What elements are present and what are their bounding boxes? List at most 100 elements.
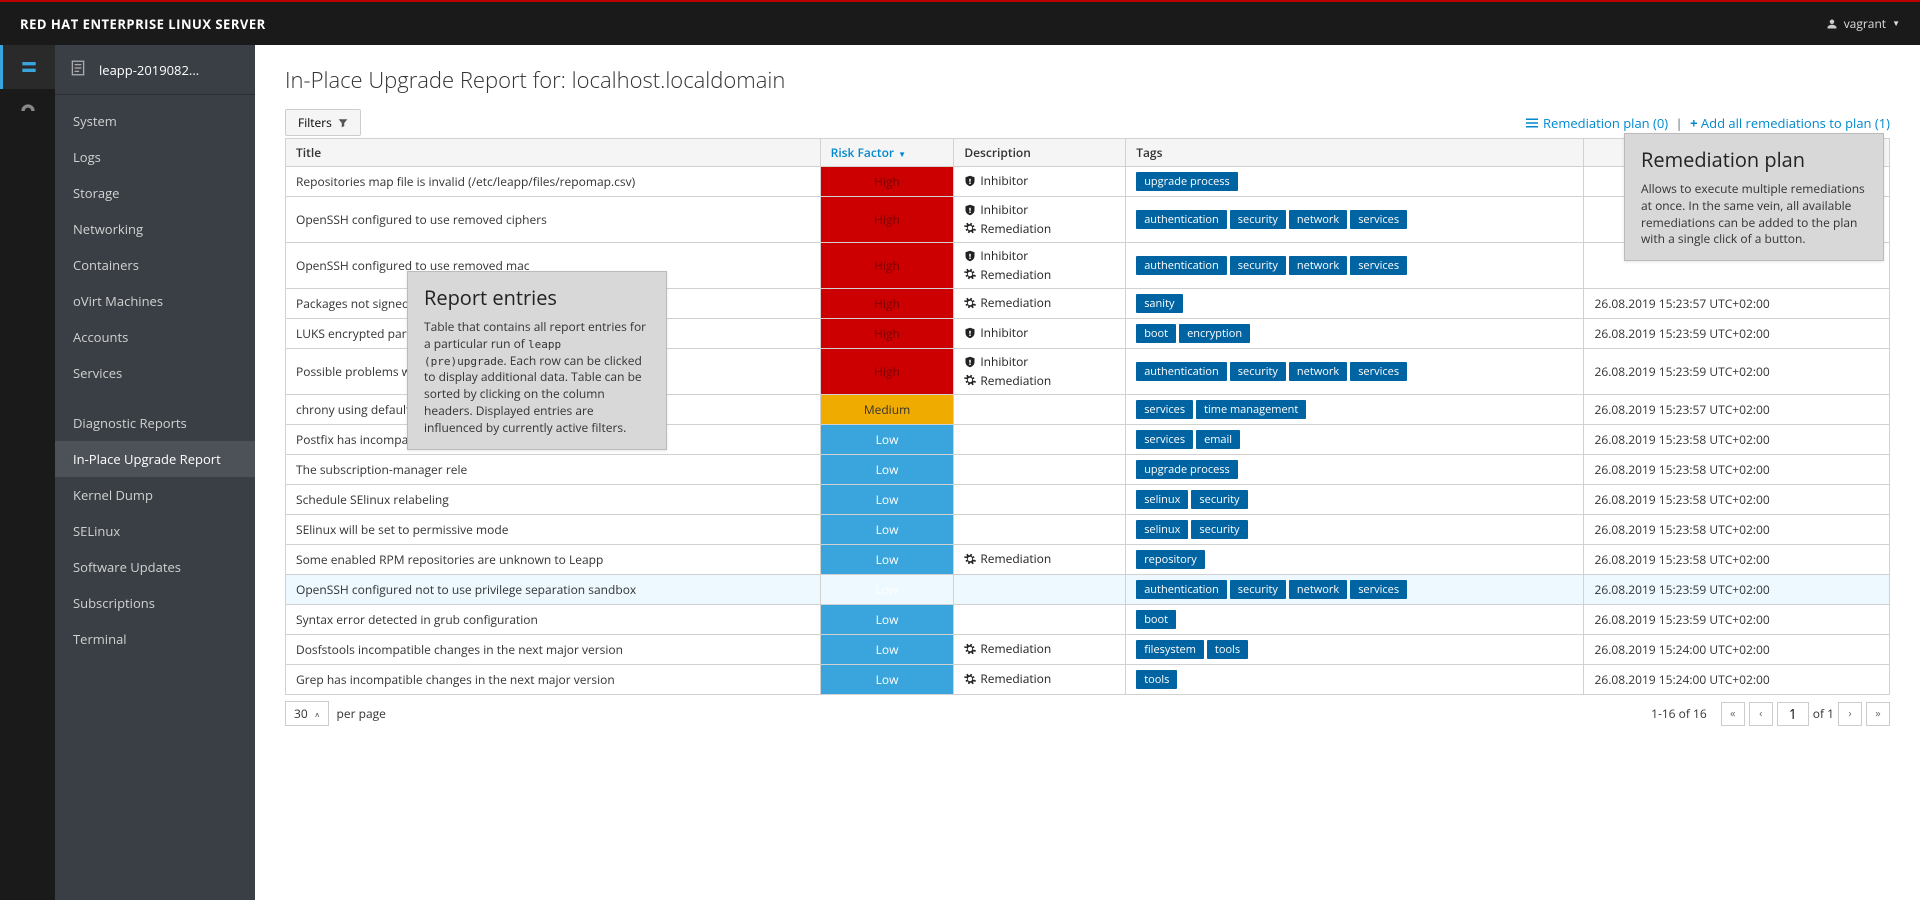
table-row[interactable]: Grep has incompatible changes in the nex… xyxy=(286,665,1890,695)
remediation-badge: Remediation xyxy=(964,266,1051,283)
sidebar-item-services[interactable]: Services xyxy=(55,355,255,391)
row-timestamp: 26.08.2019 15:23:59 UTC+02:00 xyxy=(1584,605,1890,635)
list-icon xyxy=(1526,118,1538,128)
row-risk: High xyxy=(820,167,954,197)
row-title: Repositories map file is invalid (/etc/l… xyxy=(286,167,821,197)
sidebar-item-containers[interactable]: Containers xyxy=(55,247,255,283)
add-all-remediations-link[interactable]: + Add all remediations to plan (1) xyxy=(1690,114,1890,132)
tag: security xyxy=(1230,256,1286,275)
remediation-badge: Remediation xyxy=(964,220,1051,237)
sidebar-item-subscriptions[interactable]: Subscriptions xyxy=(55,585,255,621)
tag: repository xyxy=(1136,550,1205,569)
row-timestamp: 26.08.2019 15:23:58 UTC+02:00 xyxy=(1584,515,1890,545)
sidebar-item-diagnostic-reports[interactable]: Diagnostic Reports xyxy=(55,405,255,441)
sidebar-item-in-place-upgrade-report[interactable]: In-Place Upgrade Report xyxy=(55,441,255,477)
tag: security xyxy=(1230,210,1286,229)
icon-rail xyxy=(0,45,55,900)
sidebar-item-system[interactable]: System xyxy=(55,103,255,139)
row-desc: Inhibitor xyxy=(954,319,1126,349)
chevron-down-icon: ▼ xyxy=(1892,18,1900,29)
tag: security xyxy=(1191,490,1247,509)
callout-title: Report entries xyxy=(424,284,650,311)
tag: authentication xyxy=(1136,210,1227,229)
sidebar-item-storage[interactable]: Storage xyxy=(55,175,255,211)
callout-remediation-plan: Remediation plan Allows to execute multi… xyxy=(1624,133,1884,261)
filters-button[interactable]: Filters xyxy=(285,109,361,136)
col-header-title[interactable]: Title xyxy=(286,139,821,167)
row-tags: authenticationsecuritynetworkservices xyxy=(1126,243,1584,289)
tag: upgrade process xyxy=(1136,460,1238,479)
row-title: SElinux will be set to permissive mode xyxy=(286,515,821,545)
row-tags: authenticationsecuritynetworkservices xyxy=(1126,349,1584,395)
tag: security xyxy=(1191,520,1247,539)
row-risk: Low xyxy=(820,575,954,605)
inhibitor-badge: Inhibitor xyxy=(964,353,1028,370)
row-desc: Remediation xyxy=(954,635,1126,665)
row-timestamp: 26.08.2019 15:23:59 UTC+02:00 xyxy=(1584,319,1890,349)
rail-item-server[interactable] xyxy=(0,45,55,89)
tag: boot xyxy=(1136,324,1176,343)
row-desc xyxy=(954,395,1126,425)
tag: tools xyxy=(1207,640,1248,659)
sidebar-item-networking[interactable]: Networking xyxy=(55,211,255,247)
row-desc: InhibitorRemediation xyxy=(954,243,1126,289)
table-row[interactable]: The subscription-manager releLowupgrade … xyxy=(286,455,1890,485)
user-menu[interactable]: vagrant ▼ xyxy=(1826,15,1900,32)
pager-page-input[interactable] xyxy=(1777,702,1809,726)
row-tags: selinuxsecurity xyxy=(1126,515,1584,545)
tag: services xyxy=(1136,400,1193,419)
pager-next-button[interactable]: › xyxy=(1838,702,1862,726)
row-risk: High xyxy=(820,197,954,243)
col-header-risk[interactable]: Risk Factor▼ xyxy=(820,139,954,167)
col-header-tags[interactable]: Tags xyxy=(1126,139,1584,167)
row-timestamp: 26.08.2019 15:23:59 UTC+02:00 xyxy=(1584,575,1890,605)
per-page-select[interactable]: 30 ˄ xyxy=(285,701,329,726)
row-desc: Remediation xyxy=(954,545,1126,575)
table-row[interactable]: Some enabled RPM repositories are unknow… xyxy=(286,545,1890,575)
table-row[interactable]: Dosfstools incompatible changes in the n… xyxy=(286,635,1890,665)
row-risk: High xyxy=(820,349,954,395)
row-timestamp: 26.08.2019 15:24:00 UTC+02:00 xyxy=(1584,665,1890,695)
content: In-Place Upgrade Report for: localhost.l… xyxy=(255,45,1920,900)
sidebar-nav: SystemLogsStorageNetworkingContainersoVi… xyxy=(55,95,255,665)
sidebar-tab[interactable]: leapp-2019082... xyxy=(55,45,255,95)
table-row[interactable]: OpenSSH configured not to use privilege … xyxy=(286,575,1890,605)
rail-item-dashboard[interactable] xyxy=(0,89,55,133)
sidebar-item-kernel-dump[interactable]: Kernel Dump xyxy=(55,477,255,513)
tag: services xyxy=(1350,210,1407,229)
pager-prev-button[interactable]: ‹ xyxy=(1749,702,1773,726)
row-title: Syntax error detected in grub configurat… xyxy=(286,605,821,635)
tag: authentication xyxy=(1136,580,1227,599)
sidebar-item-accounts[interactable]: Accounts xyxy=(55,319,255,355)
table-row[interactable]: Syntax error detected in grub configurat… xyxy=(286,605,1890,635)
tag: tools xyxy=(1136,670,1177,689)
per-page: 30 ˄ per page xyxy=(285,701,386,726)
row-risk: High xyxy=(820,319,954,349)
pager-last-button[interactable]: » xyxy=(1866,702,1890,726)
col-header-desc[interactable]: Description xyxy=(954,139,1126,167)
tag: encryption xyxy=(1179,324,1250,343)
tag: filesystem xyxy=(1136,640,1204,659)
row-desc xyxy=(954,605,1126,635)
sidebar-item-logs[interactable]: Logs xyxy=(55,139,255,175)
table-row[interactable]: SElinux will be set to permissive modeLo… xyxy=(286,515,1890,545)
callout-body: Allows to execute multiple remediations … xyxy=(1641,181,1867,248)
row-desc: Inhibitor xyxy=(954,167,1126,197)
table-row[interactable]: Schedule SElinux relabelingLowselinuxsec… xyxy=(286,485,1890,515)
sidebar-item-software-updates[interactable]: Software Updates xyxy=(55,549,255,585)
row-timestamp: 26.08.2019 15:23:59 UTC+02:00 xyxy=(1584,349,1890,395)
tag: upgrade process xyxy=(1136,172,1238,191)
sidebar-item-terminal[interactable]: Terminal xyxy=(55,621,255,657)
toolbar: Filters Remediation plan (0) | + Add all… xyxy=(285,109,1890,136)
tag: time management xyxy=(1196,400,1306,419)
pager-of-label: of 1 xyxy=(1813,705,1834,722)
toolbar-links: Remediation plan (0) | + Add all remedia… xyxy=(1526,114,1890,132)
sidebar-item-selinux[interactable]: SELinux xyxy=(55,513,255,549)
remediation-plan-link[interactable]: Remediation plan (0) xyxy=(1526,114,1672,132)
pager-first-button[interactable]: « xyxy=(1721,702,1745,726)
tag: network xyxy=(1289,362,1347,381)
row-timestamp: 26.08.2019 15:23:58 UTC+02:00 xyxy=(1584,485,1890,515)
sidebar-item-ovirt-machines[interactable]: oVirt Machines xyxy=(55,283,255,319)
sidebar: leapp-2019082... SystemLogsStorageNetwor… xyxy=(55,45,255,900)
row-tags: bootencryption xyxy=(1126,319,1584,349)
